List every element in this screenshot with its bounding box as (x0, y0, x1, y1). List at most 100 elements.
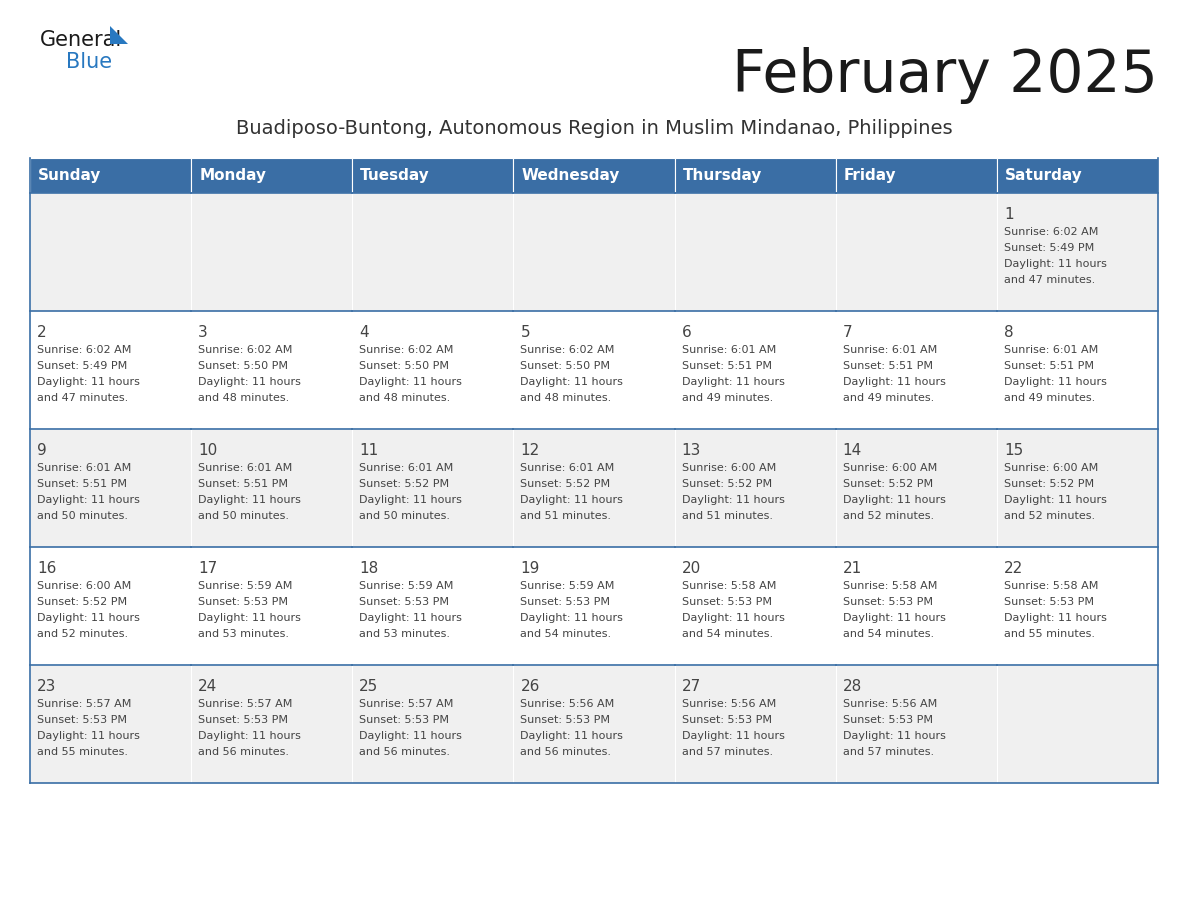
Text: and 48 minutes.: and 48 minutes. (198, 393, 290, 403)
Bar (513, 547, 675, 665)
Text: and 52 minutes.: and 52 minutes. (842, 511, 934, 521)
Text: 25: 25 (359, 679, 379, 694)
Text: 27: 27 (682, 679, 701, 694)
Text: Sunset: 5:52 PM: Sunset: 5:52 PM (359, 479, 449, 489)
Text: Sunrise: 6:01 AM: Sunrise: 6:01 AM (682, 345, 776, 355)
Bar (675, 429, 835, 547)
Text: Sunset: 5:53 PM: Sunset: 5:53 PM (359, 597, 449, 607)
Text: Sunrise: 6:01 AM: Sunrise: 6:01 AM (359, 463, 454, 473)
Text: Sunrise: 6:01 AM: Sunrise: 6:01 AM (842, 345, 937, 355)
Text: Wednesday: Wednesday (522, 168, 620, 183)
Text: and 55 minutes.: and 55 minutes. (37, 747, 128, 757)
Text: and 47 minutes.: and 47 minutes. (1004, 275, 1095, 285)
Bar (30, 193, 191, 311)
Text: and 51 minutes.: and 51 minutes. (520, 511, 612, 521)
Text: Monday: Monday (200, 168, 266, 183)
Bar (675, 547, 835, 665)
Text: Daylight: 11 hours: Daylight: 11 hours (842, 377, 946, 387)
Text: 1: 1 (1004, 207, 1013, 222)
Text: Daylight: 11 hours: Daylight: 11 hours (37, 495, 140, 505)
Text: Daylight: 11 hours: Daylight: 11 hours (520, 495, 624, 505)
Text: Sunrise: 5:56 AM: Sunrise: 5:56 AM (842, 699, 937, 709)
Text: Sunset: 5:51 PM: Sunset: 5:51 PM (37, 479, 127, 489)
Text: Blue: Blue (67, 52, 112, 72)
Text: Sunset: 5:49 PM: Sunset: 5:49 PM (1004, 243, 1094, 253)
Text: and 48 minutes.: and 48 minutes. (520, 393, 612, 403)
Bar (675, 665, 835, 783)
Text: 13: 13 (682, 443, 701, 458)
Text: Sunrise: 5:58 AM: Sunrise: 5:58 AM (842, 581, 937, 591)
Text: Daylight: 11 hours: Daylight: 11 hours (198, 377, 301, 387)
Bar (30, 665, 191, 783)
Text: Sunset: 5:53 PM: Sunset: 5:53 PM (198, 715, 289, 725)
Bar (997, 193, 1158, 311)
Text: and 56 minutes.: and 56 minutes. (359, 747, 450, 757)
Text: and 56 minutes.: and 56 minutes. (520, 747, 612, 757)
Text: Daylight: 11 hours: Daylight: 11 hours (682, 495, 784, 505)
Bar (191, 311, 353, 429)
Text: 7: 7 (842, 325, 852, 340)
Text: Sunset: 5:53 PM: Sunset: 5:53 PM (842, 715, 933, 725)
Text: Sunrise: 5:59 AM: Sunrise: 5:59 AM (359, 581, 454, 591)
Text: Daylight: 11 hours: Daylight: 11 hours (842, 613, 946, 623)
Text: Sunrise: 6:00 AM: Sunrise: 6:00 AM (37, 581, 131, 591)
Bar (353, 193, 513, 311)
Text: Daylight: 11 hours: Daylight: 11 hours (359, 731, 462, 741)
Text: 19: 19 (520, 561, 539, 576)
Text: Daylight: 11 hours: Daylight: 11 hours (842, 731, 946, 741)
Text: Daylight: 11 hours: Daylight: 11 hours (359, 613, 462, 623)
Text: 18: 18 (359, 561, 379, 576)
Text: and 53 minutes.: and 53 minutes. (359, 629, 450, 639)
Text: Daylight: 11 hours: Daylight: 11 hours (359, 495, 462, 505)
Text: Daylight: 11 hours: Daylight: 11 hours (1004, 495, 1107, 505)
Text: 22: 22 (1004, 561, 1023, 576)
Bar (835, 158, 997, 193)
Text: Sunset: 5:52 PM: Sunset: 5:52 PM (520, 479, 611, 489)
Text: 6: 6 (682, 325, 691, 340)
Bar (997, 665, 1158, 783)
Bar (513, 193, 675, 311)
Bar (835, 311, 997, 429)
Bar (675, 311, 835, 429)
Bar (513, 665, 675, 783)
Text: Sunrise: 6:02 AM: Sunrise: 6:02 AM (520, 345, 615, 355)
Bar (353, 158, 513, 193)
Bar (30, 429, 191, 547)
Text: and 54 minutes.: and 54 minutes. (520, 629, 612, 639)
Text: and 50 minutes.: and 50 minutes. (37, 511, 128, 521)
Bar (30, 547, 191, 665)
Bar (997, 311, 1158, 429)
Text: and 57 minutes.: and 57 minutes. (842, 747, 934, 757)
Bar (513, 429, 675, 547)
Text: 11: 11 (359, 443, 379, 458)
Text: Sunset: 5:53 PM: Sunset: 5:53 PM (520, 597, 611, 607)
Text: and 50 minutes.: and 50 minutes. (359, 511, 450, 521)
Bar (191, 158, 353, 193)
Bar (191, 429, 353, 547)
Text: Sunrise: 5:56 AM: Sunrise: 5:56 AM (682, 699, 776, 709)
Text: and 53 minutes.: and 53 minutes. (198, 629, 289, 639)
Text: Daylight: 11 hours: Daylight: 11 hours (37, 731, 140, 741)
Text: Sunrise: 6:02 AM: Sunrise: 6:02 AM (198, 345, 292, 355)
Text: Sunset: 5:50 PM: Sunset: 5:50 PM (520, 361, 611, 371)
Text: Buadiposo-Buntong, Autonomous Region in Muslim Mindanao, Philippines: Buadiposo-Buntong, Autonomous Region in … (235, 118, 953, 138)
Text: Daylight: 11 hours: Daylight: 11 hours (37, 377, 140, 387)
Text: Sunset: 5:53 PM: Sunset: 5:53 PM (842, 597, 933, 607)
Bar (513, 311, 675, 429)
Text: Sunrise: 6:02 AM: Sunrise: 6:02 AM (359, 345, 454, 355)
Text: Daylight: 11 hours: Daylight: 11 hours (1004, 377, 1107, 387)
Text: Sunrise: 6:01 AM: Sunrise: 6:01 AM (37, 463, 131, 473)
Bar (997, 158, 1158, 193)
Text: Daylight: 11 hours: Daylight: 11 hours (682, 613, 784, 623)
Text: Daylight: 11 hours: Daylight: 11 hours (520, 613, 624, 623)
Text: Sunset: 5:53 PM: Sunset: 5:53 PM (37, 715, 127, 725)
Text: 28: 28 (842, 679, 862, 694)
Text: Sunset: 5:50 PM: Sunset: 5:50 PM (359, 361, 449, 371)
Text: and 49 minutes.: and 49 minutes. (1004, 393, 1095, 403)
Text: and 51 minutes.: and 51 minutes. (682, 511, 772, 521)
Text: 26: 26 (520, 679, 539, 694)
Bar (353, 311, 513, 429)
Text: and 49 minutes.: and 49 minutes. (842, 393, 934, 403)
Text: 24: 24 (198, 679, 217, 694)
Text: Sunrise: 6:00 AM: Sunrise: 6:00 AM (682, 463, 776, 473)
